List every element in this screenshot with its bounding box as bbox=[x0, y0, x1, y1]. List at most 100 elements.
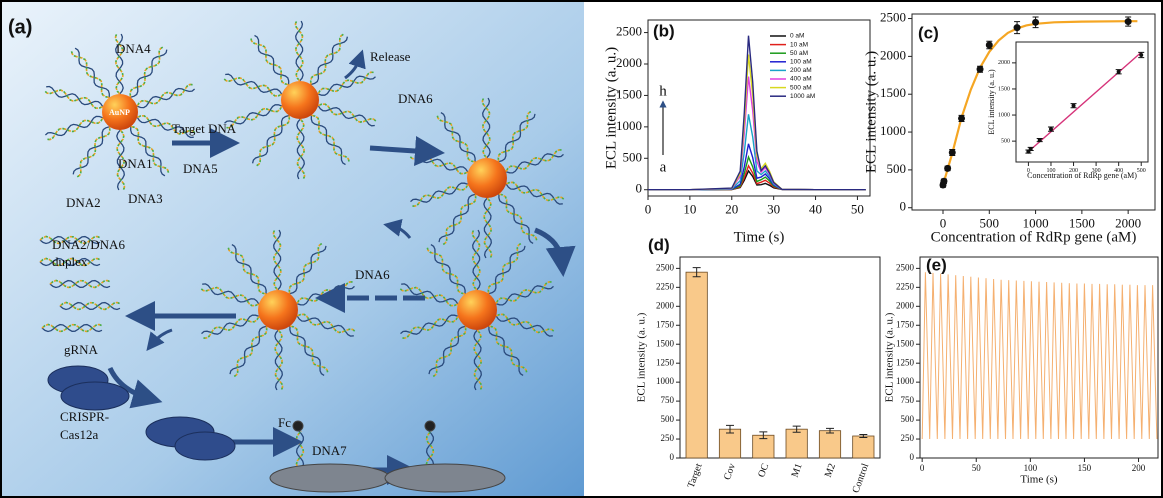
x-tick-label: 300 bbox=[1092, 168, 1101, 174]
x-tick-label: 0 bbox=[645, 202, 652, 217]
electrode bbox=[384, 463, 506, 493]
y-tick-label: 1250 bbox=[656, 357, 675, 367]
legend-label: 100 aM bbox=[790, 59, 812, 66]
panel-label: (a) bbox=[8, 16, 32, 38]
dna-strand bbox=[471, 229, 481, 291]
label: DNA6 bbox=[398, 91, 433, 106]
arrow bbox=[534, 227, 576, 277]
dna-strand bbox=[294, 20, 304, 82]
legend-label: 500 aM bbox=[790, 84, 812, 91]
dna-strand bbox=[309, 33, 345, 85]
dna-strand bbox=[46, 117, 104, 141]
dna-strand bbox=[411, 183, 469, 207]
dna-strand bbox=[255, 115, 291, 167]
x-tick-label: 200 bbox=[1069, 168, 1078, 174]
x-axis-label: Concentration of RdRp gene (aM) bbox=[931, 229, 1137, 245]
x-tick-label: 400 bbox=[1114, 168, 1123, 174]
dna-strand bbox=[136, 114, 196, 135]
bar bbox=[785, 428, 808, 459]
bar bbox=[852, 435, 875, 459]
y-tick-label: 2000 bbox=[880, 47, 906, 62]
arrow bbox=[146, 328, 173, 352]
plot-frame bbox=[1015, 41, 1149, 163]
dna-strand bbox=[505, 149, 563, 173]
data-line bbox=[921, 272, 1158, 440]
dna-strand bbox=[432, 326, 467, 378]
dna-strand bbox=[289, 325, 329, 373]
dna-strand bbox=[317, 71, 375, 95]
y-axis-label: ECL intensity (a. u.) bbox=[884, 312, 896, 402]
data-point bbox=[1116, 69, 1121, 74]
label: DNA6 bbox=[355, 267, 390, 282]
error-bar bbox=[759, 431, 768, 440]
y-tick-label: 1750 bbox=[656, 319, 675, 329]
gold-nanoparticle bbox=[467, 158, 507, 198]
y-tick-label: 2250 bbox=[656, 281, 675, 291]
dna-strand bbox=[225, 105, 283, 129]
dna-strand bbox=[274, 329, 284, 391]
dna-strand bbox=[401, 315, 459, 339]
dna-strand bbox=[296, 313, 356, 334]
x-axis-label: Time (s) bbox=[734, 229, 785, 245]
dna-strand bbox=[233, 326, 268, 378]
dna-strand bbox=[39, 235, 101, 245]
data-point bbox=[948, 148, 956, 156]
dna-strand bbox=[129, 46, 164, 98]
y-tick-label: 2500 bbox=[616, 24, 642, 39]
dna-strand bbox=[130, 125, 170, 174]
y-axis-label: ECL intensity (a. u.) bbox=[636, 312, 648, 402]
x-tick-label: 30 bbox=[767, 202, 780, 217]
y-tick-label: 250 bbox=[661, 433, 675, 443]
label: DNA2 bbox=[66, 195, 101, 210]
dna-strand bbox=[401, 315, 459, 339]
dna-strand bbox=[250, 37, 289, 86]
dna-strand bbox=[41, 323, 103, 333]
dna-strand bbox=[296, 118, 306, 180]
dna-strand bbox=[39, 235, 101, 245]
panel-label: (c) bbox=[918, 23, 939, 42]
x-tick-label: 2000 bbox=[1115, 216, 1141, 231]
y-tick-label: 250 bbox=[901, 433, 915, 443]
dna-strand bbox=[495, 313, 555, 334]
dna-strand bbox=[425, 430, 435, 471]
cas12a bbox=[47, 365, 236, 461]
y-tick-label: 0 bbox=[900, 199, 907, 214]
dna-strand bbox=[288, 242, 323, 294]
dna-strand bbox=[317, 103, 377, 123]
dna-strand bbox=[255, 115, 291, 167]
dna-strand bbox=[498, 193, 538, 241]
dna-strand bbox=[41, 323, 103, 333]
dna-strand bbox=[497, 110, 532, 162]
dna-strand bbox=[505, 149, 563, 173]
dna-strand bbox=[294, 20, 304, 82]
x-tick-label: 0 bbox=[940, 216, 947, 231]
dna-strand bbox=[495, 281, 553, 305]
x-tick-label: 0 bbox=[1027, 168, 1030, 174]
y-tick-label: 2000 bbox=[656, 300, 675, 310]
dna-strand bbox=[59, 301, 121, 311]
dna-strand bbox=[76, 126, 111, 178]
label: AuNP bbox=[109, 108, 130, 117]
y-tick-label: 2500 bbox=[880, 10, 906, 25]
gold-nanoparticle bbox=[102, 94, 138, 130]
annotation: a bbox=[660, 159, 667, 175]
label: DNA4 bbox=[116, 41, 151, 56]
dna-strand bbox=[136, 114, 196, 135]
dna-strand bbox=[442, 194, 477, 246]
dna-strand bbox=[202, 315, 260, 339]
error-bar bbox=[692, 267, 701, 278]
error-bar bbox=[726, 424, 734, 434]
data-point bbox=[1037, 138, 1042, 143]
dna-strand bbox=[250, 37, 289, 86]
x-tick-label: 1500 bbox=[1069, 216, 1095, 231]
data-point bbox=[1028, 146, 1033, 151]
x-tick-label: 40 bbox=[809, 202, 822, 217]
panel-label: (d) bbox=[648, 235, 670, 254]
arrow bbox=[107, 366, 163, 409]
x-tick-label: 100 bbox=[1024, 463, 1038, 473]
legend-label: 50 aM bbox=[790, 50, 808, 57]
y-tick-label: 1500 bbox=[616, 86, 642, 101]
y-tick-label: 2500 bbox=[656, 262, 675, 272]
dna-strand bbox=[46, 117, 104, 141]
